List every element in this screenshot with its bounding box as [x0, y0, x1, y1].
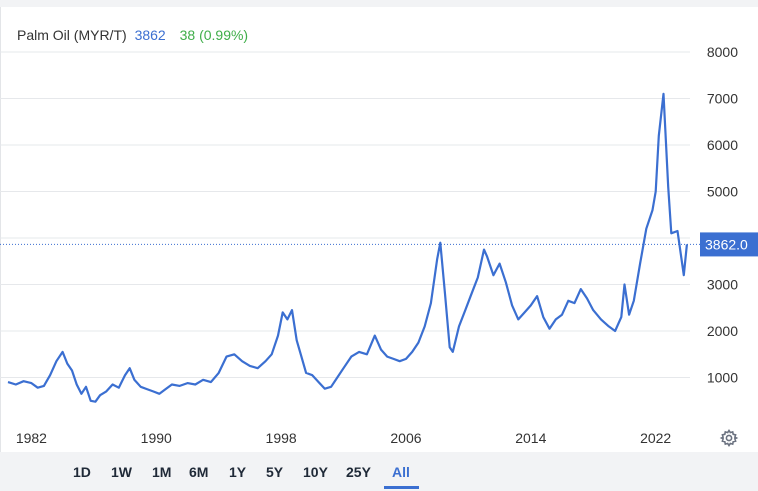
range-button-1d[interactable]: 1D — [73, 464, 91, 480]
instrument-name: Palm Oil (MYR/T) — [17, 27, 127, 43]
gear-icon[interactable] — [719, 428, 739, 448]
range-button-6m[interactable]: 6M — [189, 464, 209, 480]
grid-lines — [0, 51, 690, 378]
x-tick-label: 2006 — [390, 430, 421, 446]
y-tick-label: 3000 — [707, 277, 738, 293]
price-series-line — [7, 92, 688, 403]
range-button-1m[interactable]: 1M — [152, 464, 172, 480]
x-tick-label: 1990 — [141, 430, 172, 446]
y-tick-label: 5000 — [707, 184, 738, 200]
active-range-indicator — [384, 486, 419, 489]
chart-left-border — [0, 7, 1, 452]
x-tick-label: 2022 — [640, 430, 671, 446]
range-button-1w[interactable]: 1W — [111, 464, 132, 480]
last-value-badge-bg — [700, 232, 758, 257]
y-tick-label: 7000 — [707, 91, 738, 107]
instrument-header: Palm Oil (MYR/T) 3862 38 (0.99%) — [17, 27, 248, 43]
instrument-change: 38 (0.99%) — [179, 27, 249, 43]
y-tick-label: 6000 — [707, 137, 738, 153]
last-value-label: 3862.0 — [705, 236, 748, 252]
x-axis-labels: 1982 1990 1998 2006 2014 2022 — [16, 430, 672, 446]
x-tick-label: 2014 — [515, 430, 546, 446]
range-button-all[interactable]: All — [392, 464, 410, 480]
range-button-10y[interactable]: 10Y — [303, 464, 328, 480]
y-tick-label: 8000 — [707, 44, 738, 60]
instrument-price: 3862 — [134, 27, 166, 43]
y-tick-label: 1000 — [707, 370, 738, 386]
y-axis-labels: 10002000300040005000600070008000 — [707, 44, 738, 386]
range-toolbar: 1D 1W 1M 6M 1Y 5Y 10Y 25Y All — [0, 452, 758, 491]
x-tick-label: 1982 — [16, 430, 47, 446]
top-strip — [0, 0, 758, 7]
price-chart[interactable]: 10002000300040005000600070008000 1982199… — [0, 0, 758, 452]
range-button-5y[interactable]: 5Y — [266, 464, 284, 480]
x-tick-label: 1998 — [266, 430, 297, 446]
range-button-25y[interactable]: 25Y — [346, 464, 371, 480]
range-button-1y[interactable]: 1Y — [229, 464, 247, 480]
last-value-badge: 3862.0 — [700, 232, 758, 257]
y-tick-label: 2000 — [707, 323, 738, 339]
